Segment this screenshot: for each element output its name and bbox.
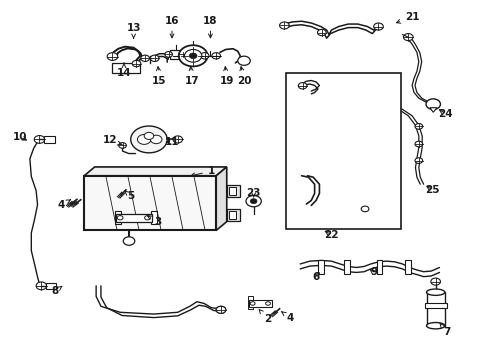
Circle shape [132,60,141,67]
Text: 25: 25 [425,185,440,195]
Circle shape [266,302,270,305]
Bar [44,136,55,143]
Text: 10: 10 [13,132,27,142]
Text: 11: 11 [165,137,179,147]
Text: 4: 4 [282,312,294,323]
Circle shape [426,99,441,109]
Circle shape [150,135,162,144]
Bar [248,296,253,309]
Circle shape [179,51,187,57]
Text: 5: 5 [124,191,134,201]
Bar [151,211,157,224]
Circle shape [144,132,154,139]
Circle shape [403,33,413,41]
Circle shape [246,195,261,207]
Text: 23: 23 [246,188,261,198]
Circle shape [119,143,126,148]
Bar [227,209,240,221]
Circle shape [238,56,250,66]
Circle shape [415,158,423,163]
Circle shape [415,123,423,129]
Circle shape [216,306,226,313]
Polygon shape [216,167,227,230]
Bar [426,292,445,326]
Bar [115,211,121,224]
Circle shape [298,83,307,89]
Bar [112,63,140,73]
Circle shape [165,51,172,57]
Ellipse shape [426,323,445,329]
Circle shape [34,136,45,143]
Circle shape [216,306,226,313]
Circle shape [131,126,167,153]
Text: 8: 8 [52,286,62,296]
Text: 20: 20 [237,67,251,86]
Text: 22: 22 [324,230,339,240]
Text: 7: 7 [440,324,450,337]
Text: 4: 4 [58,200,71,210]
Bar [249,300,272,307]
Circle shape [123,237,135,245]
Bar [46,283,56,289]
Polygon shape [84,167,227,176]
Circle shape [250,302,255,305]
Circle shape [431,278,441,285]
Circle shape [137,135,151,144]
Bar [377,260,382,274]
Text: 12: 12 [102,135,122,145]
Text: 6: 6 [313,272,319,282]
Bar [405,260,411,274]
Circle shape [361,206,369,212]
Text: 24: 24 [439,109,453,119]
Text: 14: 14 [117,63,131,78]
Circle shape [179,45,208,66]
Bar [229,211,236,219]
Text: 1: 1 [191,166,215,177]
Circle shape [200,53,209,59]
Ellipse shape [426,289,445,295]
Text: 21: 21 [396,12,419,23]
Text: 18: 18 [203,15,218,38]
Text: 17: 17 [185,67,199,86]
Bar [425,303,447,308]
Circle shape [250,199,257,204]
Circle shape [318,30,326,36]
Bar [286,73,401,229]
Text: 9: 9 [370,267,377,278]
Circle shape [145,216,150,220]
Bar [344,260,350,274]
Bar [227,185,240,197]
Bar [318,260,324,274]
Circle shape [280,22,289,29]
Bar [229,187,236,195]
Polygon shape [84,176,216,230]
Text: 19: 19 [220,67,234,86]
Polygon shape [430,108,437,112]
Bar [116,214,152,222]
Text: 2: 2 [259,310,271,324]
Circle shape [36,282,47,290]
Bar [170,50,182,59]
Circle shape [141,55,149,62]
Circle shape [107,53,118,60]
Text: 15: 15 [152,67,167,86]
Circle shape [374,23,383,30]
Circle shape [185,49,202,62]
Circle shape [150,55,159,62]
Circle shape [189,53,197,59]
Text: 13: 13 [126,23,141,38]
Circle shape [415,141,423,147]
Circle shape [212,53,220,59]
Circle shape [173,136,183,143]
Text: 16: 16 [165,15,179,38]
Text: 3: 3 [147,216,161,227]
Circle shape [117,216,123,220]
